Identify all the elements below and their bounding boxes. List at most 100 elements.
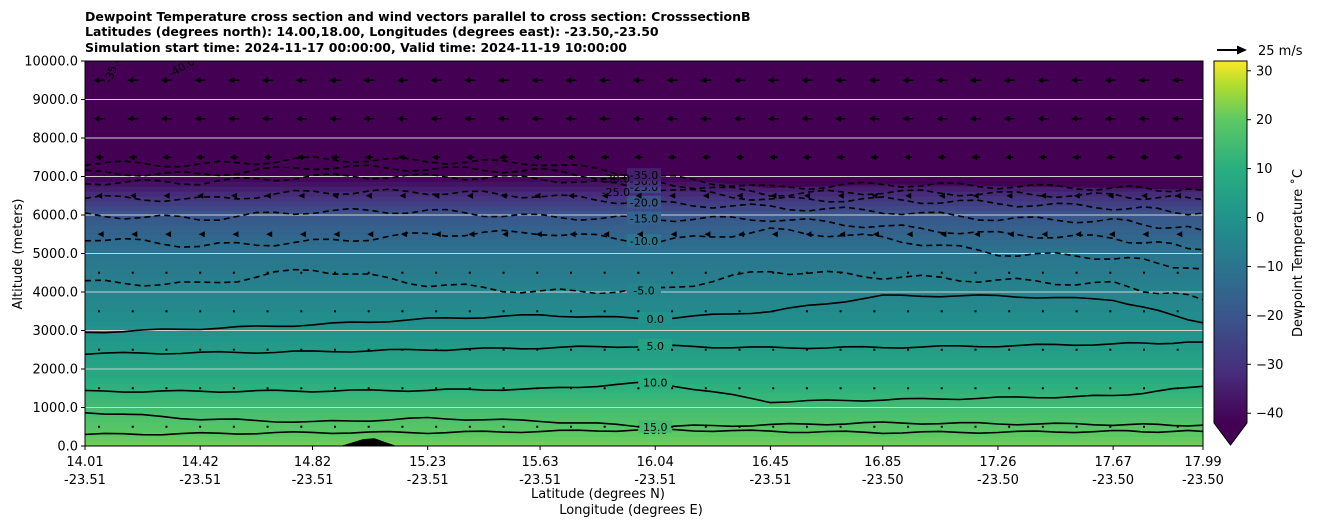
wind-arrow [940,425,943,428]
wind-arrowhead [733,77,740,84]
wind-arrow [805,310,808,313]
wind-arrow [98,387,101,390]
x-tick-label-lat: 16.45 [752,455,789,470]
y-tick-label: 0.0 [57,440,78,455]
wind-arrow [232,348,235,351]
wind-arrow [536,348,539,351]
wind-arrow [873,387,876,390]
wind-arrowhead [93,115,100,122]
wind-arrowhead [298,192,305,199]
dewpoint-band [85,277,1203,283]
wind-arrow [266,425,269,428]
wind-arrow [300,348,303,351]
dewpoint-band [85,248,1203,255]
wind-arrow [1008,348,1011,351]
x-tick-label-lat: 16.04 [637,455,674,470]
contour-label: -10.0 [630,235,658,248]
wind-arrowhead [497,115,504,122]
wind-arrow [1176,310,1179,313]
wind-arrowhead [871,192,878,199]
dewpoint-band [85,397,1203,404]
wind-arrowhead [632,115,639,122]
wind-arrow [98,310,101,313]
x-tick-label-lon: -23.51 [519,473,561,488]
wind-arrow [805,387,808,390]
wind-arrow [199,425,202,428]
wind-arrowhead [160,115,167,122]
wind-arrow [502,310,505,313]
wind-arrowhead [1141,192,1148,199]
wind-arrowhead [599,115,606,122]
x-tick-label-lat: 14.42 [182,455,219,470]
contour-label-bg [627,234,661,248]
wind-arrow [603,425,606,428]
contour-label-bg [627,168,661,182]
wind-arrowhead [936,77,943,84]
x-tick-label-lat: 15.23 [409,455,446,470]
wind-arrowhead [1104,77,1111,84]
wind-arrow [502,425,505,428]
wind-arrowhead [669,192,676,199]
wind-arrow [974,348,977,351]
wind-arrowhead [940,231,947,238]
wind-arrow [839,348,842,351]
x-tick-label-lon: -23.51 [407,473,449,488]
wind-arrowhead [333,231,340,238]
wind-arrowhead [969,77,976,84]
wind-arrowhead [398,154,405,161]
wind-arrow [536,310,539,313]
wind-arrow [131,387,134,390]
wind-arrow [266,348,269,351]
wind-arrowhead [297,154,304,161]
wind-arrow [401,387,404,390]
wind-arrowhead [468,231,475,238]
wind-arrow [199,348,202,351]
wind-arrowhead [902,115,909,122]
wind-arrow [772,387,775,390]
wind-arrow [468,387,471,390]
wind-arrow [199,387,202,390]
wind-arrow [603,387,606,390]
wind-arrow [468,310,471,313]
terrain-silhouette [340,438,397,446]
wind-arrowhead [431,154,438,161]
wind-arrowhead [195,154,202,161]
wind-arrowhead [534,192,541,199]
contour-label-bg [627,195,661,209]
chart-title-line-3: Simulation start time: 2024-11-17 00:00:… [85,40,627,55]
wind-arrow [738,425,741,428]
dewpoint-band [85,253,1203,259]
wind-arrowhead [127,77,134,84]
wind-arrowhead [770,192,777,199]
colorbar-label: Dewpoint Temperature ˚C [1290,169,1306,337]
wind-arrowhead [835,115,842,122]
x-tick-label-lon: -23.51 [749,473,791,488]
wind-arrowhead [700,115,707,122]
wind-arrowhead [1070,77,1077,84]
wind-arrow [98,348,101,351]
wind-arrow [873,425,876,428]
wind-arrowhead [266,231,273,238]
wind-arrow [435,348,438,351]
wind-arrowhead [194,115,201,122]
colorbar-tick-label: 20 [1256,113,1273,128]
wind-arrowhead [465,154,472,161]
dewpoint-band [85,436,1203,442]
wind-arrowhead [1041,231,1048,238]
dewpoint-band [85,301,1203,308]
wind-arrowhead [700,77,707,84]
wind-arrow [502,348,505,351]
wind-arrow [165,348,168,351]
wind-arrow [536,387,539,390]
dewpoint-band [85,296,1203,303]
colorbar: 30 20 10 0 −10 −20 −30 −40 Dewpoint Temperature… [1213,60,1306,446]
wind-arrow [738,310,741,313]
wind-arrowhead [535,231,542,238]
wind-arrowhead [636,231,643,238]
wind-arrowhead [163,192,170,199]
wind-arrow [165,425,168,428]
wind-arrow [1075,348,1078,351]
wind-arrowhead [434,231,441,238]
wind-arrowhead [938,192,945,199]
wind-arrowhead [1104,115,1111,122]
